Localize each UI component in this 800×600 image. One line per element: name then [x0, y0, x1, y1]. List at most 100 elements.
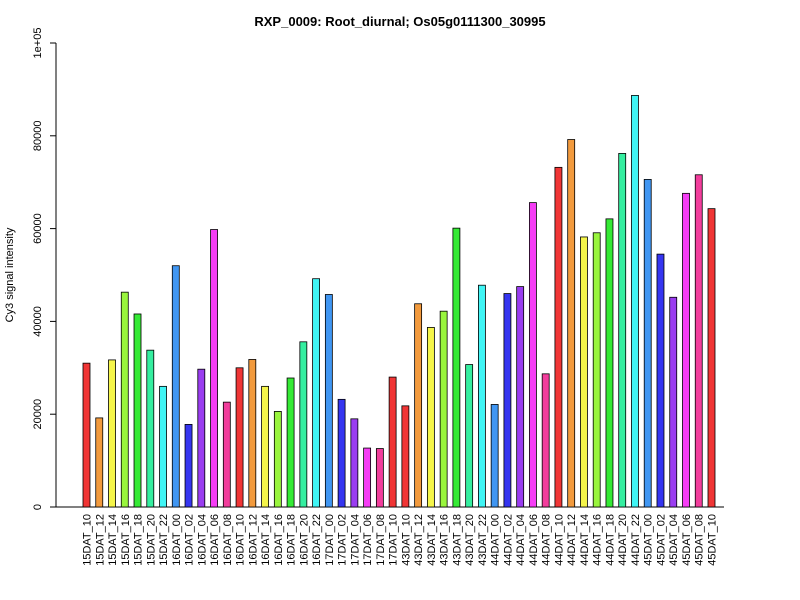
bar-16dat-18 — [286, 377, 295, 508]
x-tick-label: 15DAT_10 — [82, 514, 94, 566]
x-tick-label: 45DAT_06 — [681, 514, 693, 566]
x-tick-label: 43DAT_22 — [477, 514, 489, 566]
x-tick-label: 16DAT_20 — [298, 514, 310, 566]
bar-44dat-22 — [631, 95, 639, 508]
x-tick-label: 16DAT_16 — [273, 514, 285, 566]
bar-45dat-06 — [682, 192, 690, 508]
x-tick-label: 16DAT_08 — [222, 514, 234, 566]
y-axis-label: Cy3 signal intensity — [4, 227, 16, 322]
x-tick-label: 17DAT_06 — [362, 514, 374, 566]
y-tick-label: 20000 — [32, 399, 44, 430]
bar-44dat-12 — [567, 139, 576, 508]
x-tick-label: 15DAT_20 — [145, 514, 157, 566]
x-tick-label: 43DAT_18 — [451, 514, 463, 566]
bar-15dat-18 — [133, 313, 142, 508]
bar-45dat-10 — [707, 208, 716, 508]
bar-16dat-20 — [299, 341, 308, 508]
bars-group — [82, 95, 716, 508]
x-tick-label: 44DAT_20 — [617, 514, 629, 566]
bar-16dat-10 — [235, 367, 244, 508]
bar-15dat-12 — [95, 417, 104, 508]
x-tick-label: 15DAT_18 — [133, 514, 145, 566]
x-tick-label: 45DAT_00 — [643, 514, 655, 566]
bar-43dat-14 — [426, 327, 435, 508]
bar-45dat-04 — [669, 296, 678, 508]
x-tick-label: 43DAT_16 — [439, 514, 451, 566]
x-tick-label: 16DAT_06 — [209, 514, 221, 566]
bar-44dat-18 — [605, 218, 614, 508]
y-tick-label: 60000 — [32, 213, 44, 244]
bar-15dat-14 — [108, 359, 116, 508]
x-tick-label: 43DAT_20 — [464, 514, 476, 566]
x-tick-label: 43DAT_10 — [400, 514, 412, 566]
bar-16dat-22 — [312, 278, 320, 508]
x-tick-label: 44DAT_14 — [579, 514, 591, 566]
x-tick-label: 45DAT_02 — [655, 514, 667, 566]
x-tick-label: 16DAT_14 — [260, 514, 272, 566]
bar-16dat-08 — [222, 401, 231, 508]
bar-44dat-14 — [580, 236, 588, 508]
bar-45dat-00 — [643, 179, 652, 508]
bar-17dat-04 — [350, 418, 359, 508]
bar-44dat-20 — [618, 153, 627, 508]
x-tick-label: 43DAT_14 — [426, 514, 438, 566]
x-tick-label: 15DAT_12 — [94, 514, 106, 566]
x-tick-label: 15DAT_14 — [107, 514, 119, 566]
y-tick-label: 40000 — [32, 306, 44, 337]
bar-44dat-08 — [541, 373, 550, 508]
bar-16dat-00 — [171, 265, 180, 508]
bar-17dat-10 — [388, 376, 397, 508]
x-tick-label: 17DAT_08 — [375, 514, 387, 566]
x-tick-label: 44DAT_06 — [528, 514, 540, 566]
y-tick-label: 80000 — [32, 121, 44, 152]
x-tick-label: 44DAT_12 — [566, 514, 578, 566]
bar-15dat-10 — [82, 362, 91, 508]
bar-15dat-22 — [159, 385, 167, 508]
bar-17dat-02 — [337, 398, 346, 508]
x-axis-labels: 15DAT_10 15DAT_12 15DAT_14 15DAT_16 15DAT_18… — [82, 514, 719, 566]
x-tick-label: 16DAT_02 — [184, 514, 196, 566]
x-tick-label: 15DAT_16 — [120, 514, 132, 566]
bar-16dat-06 — [210, 229, 218, 508]
bar-16dat-14 — [261, 385, 269, 508]
chart-title: RXP_0009: Root_diurnal; Os05g0111300_309… — [254, 14, 545, 29]
x-tick-label: 17DAT_04 — [349, 514, 361, 566]
x-tick-label: 16DAT_10 — [235, 514, 247, 566]
x-tick-label: 16DAT_22 — [311, 514, 323, 566]
y-axis-ticks: 0 20000 40000 60000 80000 1e+05 — [32, 28, 56, 510]
bar-44dat-00 — [490, 404, 499, 508]
bar-43dat-20 — [465, 364, 474, 508]
x-tick-label: 16DAT_00 — [171, 514, 183, 566]
x-tick-label: 17DAT_10 — [388, 514, 400, 566]
x-tick-label: 16DAT_18 — [286, 514, 298, 566]
bar-17dat-06 — [363, 447, 372, 508]
bar-44dat-10 — [554, 166, 563, 508]
x-tick-label: 44DAT_02 — [502, 514, 514, 566]
x-tick-label: 16DAT_04 — [196, 514, 208, 566]
x-tick-label: 45DAT_04 — [668, 514, 680, 566]
x-tick-label: 44DAT_16 — [592, 514, 604, 566]
y-tick-label: 1e+05 — [32, 28, 44, 59]
x-tick-label: 15DAT_22 — [158, 514, 170, 566]
bar-16dat-12 — [248, 359, 257, 508]
bar-17dat-00 — [324, 294, 333, 508]
bar-44dat-16 — [592, 232, 601, 508]
x-tick-label: 45DAT_10 — [707, 514, 719, 566]
bar-16dat-16 — [273, 411, 282, 508]
x-tick-label: 17DAT_02 — [337, 514, 349, 566]
x-tick-label: 43DAT_12 — [413, 514, 425, 566]
bar-44dat-04 — [516, 286, 525, 508]
bar-43dat-12 — [414, 303, 423, 508]
bar-15dat-20 — [146, 349, 155, 508]
x-tick-label: 44DAT_22 — [630, 514, 642, 566]
bar-44dat-02 — [503, 293, 512, 508]
bar-15dat-16 — [120, 291, 129, 508]
bar-45dat-08 — [694, 174, 703, 508]
y-tick-label: 0 — [32, 504, 44, 510]
x-tick-label: 44DAT_04 — [515, 514, 527, 566]
bar-16dat-02 — [184, 424, 193, 508]
x-tick-label: 44DAT_10 — [553, 514, 565, 566]
x-tick-label: 44DAT_18 — [604, 514, 616, 566]
x-tick-label: 45DAT_08 — [694, 514, 706, 566]
